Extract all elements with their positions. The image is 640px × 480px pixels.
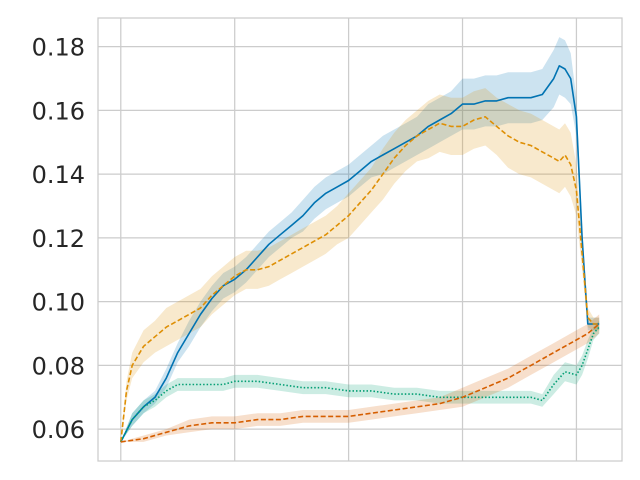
plot-frame	[97, 17, 623, 462]
series-1-line	[120, 65, 600, 443]
series-3-line	[120, 326, 600, 443]
y-tick-label: 0.14	[32, 161, 85, 189]
series-1-band	[120, 37, 600, 442]
grid-lines	[98, 18, 622, 461]
series-lines	[120, 65, 600, 443]
y-tick-labels: 0.06 0.08 0.10 0.12 0.14 0.16 0.18	[32, 34, 85, 444]
series-4-line	[120, 323, 600, 443]
plot-background	[98, 18, 622, 461]
y-tick-label: 0.16	[32, 97, 85, 125]
y-tick-label: 0.08	[32, 352, 85, 380]
y-tick-label: 0.18	[32, 34, 85, 62]
y-tick-label: 0.06	[32, 416, 85, 444]
series-3-band	[120, 320, 600, 442]
confidence-bands	[120, 37, 600, 442]
y-tick-label: 0.12	[32, 225, 85, 253]
series-4-band	[120, 314, 600, 442]
series-2-line	[120, 116, 600, 442]
y-tick-label: 0.10	[32, 289, 85, 317]
